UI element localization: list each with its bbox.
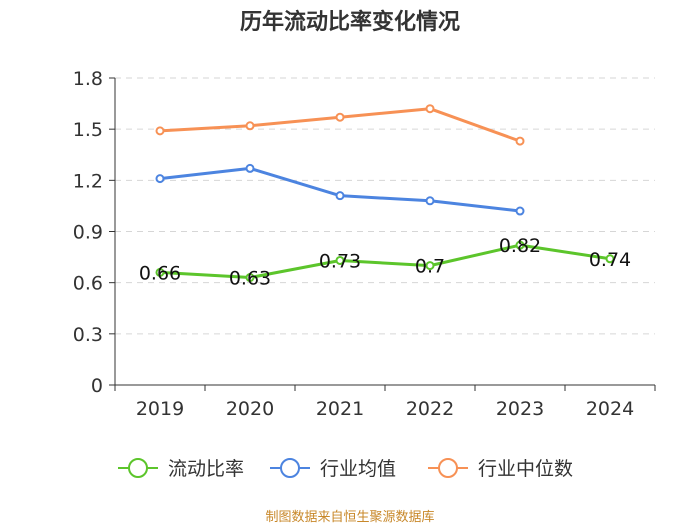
axes: 0 0.3 0.6 0.9 1.2 1.5 1.8 2019 2020 2021 2022 2023 2… bbox=[73, 68, 656, 420]
legend-marker bbox=[438, 458, 458, 478]
data-label: 0.63 bbox=[229, 268, 271, 290]
data-point-0[interactable] bbox=[605, 254, 615, 264]
legend-item-2[interactable]: 行业中位数 bbox=[428, 458, 573, 480]
y-tick-label: 0 bbox=[91, 375, 103, 397]
data-label: 0.66 bbox=[139, 262, 181, 284]
x-tick-label: 2020 bbox=[226, 398, 274, 420]
data-point-2[interactable] bbox=[515, 136, 525, 146]
data-point-1[interactable] bbox=[335, 191, 345, 201]
x-tick-label: 2022 bbox=[406, 398, 454, 420]
x-tick-label: 2021 bbox=[316, 398, 364, 420]
data-label: 0.73 bbox=[319, 250, 361, 272]
data-labels: 0.66 0.63 0.73 0.7 0.82 0.74 bbox=[139, 235, 631, 289]
y-tick-label: 0.9 bbox=[73, 222, 103, 244]
data-point-1[interactable] bbox=[245, 163, 255, 173]
data-point-1[interactable] bbox=[515, 206, 525, 216]
data-point-2[interactable] bbox=[425, 104, 435, 114]
data-label: 0.74 bbox=[589, 249, 631, 271]
y-tick-label: 1.8 bbox=[73, 68, 103, 90]
data-point-0[interactable] bbox=[155, 267, 165, 277]
data-label: 0.82 bbox=[499, 235, 541, 257]
x-tick-label: 2019 bbox=[136, 398, 184, 420]
y-tick-label: 1.2 bbox=[73, 170, 103, 192]
legend-item-1[interactable]: 行业均值 bbox=[270, 458, 396, 480]
y-tick-label: 1.5 bbox=[73, 119, 103, 141]
data-label: 0.7 bbox=[415, 256, 445, 278]
series-line-1 bbox=[159, 166, 521, 213]
data-point-1[interactable] bbox=[155, 174, 165, 184]
legend-label: 行业均值 bbox=[320, 458, 396, 480]
legend-marker bbox=[128, 458, 148, 478]
series-line-0 bbox=[159, 243, 611, 280]
legend-item-0[interactable]: 流动比率 bbox=[118, 458, 244, 480]
legend[interactable]: 流动比率 行业均值 行业中位数 bbox=[118, 458, 573, 480]
y-tick-label: 0.3 bbox=[73, 324, 103, 346]
data-point-0[interactable] bbox=[245, 273, 255, 283]
y-tick-label: 0.6 bbox=[73, 273, 103, 295]
data-point-2[interactable] bbox=[245, 121, 255, 131]
legend-label: 行业中位数 bbox=[478, 458, 573, 480]
data-point-1[interactable] bbox=[425, 196, 435, 206]
x-tick-label: 2024 bbox=[586, 398, 634, 420]
chart-title: 历年流动比率变化情况 bbox=[240, 9, 460, 35]
source-note: 制图数据来自恒生聚源数据库 bbox=[265, 509, 434, 525]
legend-marker bbox=[280, 458, 300, 478]
series-layer bbox=[155, 104, 615, 283]
legend-label: 流动比率 bbox=[168, 458, 244, 480]
data-point-0[interactable] bbox=[515, 240, 525, 250]
data-point-0[interactable] bbox=[425, 261, 435, 271]
data-point-0[interactable] bbox=[335, 255, 345, 265]
x-tick-label: 2023 bbox=[496, 398, 544, 420]
data-point-2[interactable] bbox=[155, 126, 165, 136]
gridlines bbox=[115, 77, 655, 335]
data-point-2[interactable] bbox=[335, 112, 345, 122]
